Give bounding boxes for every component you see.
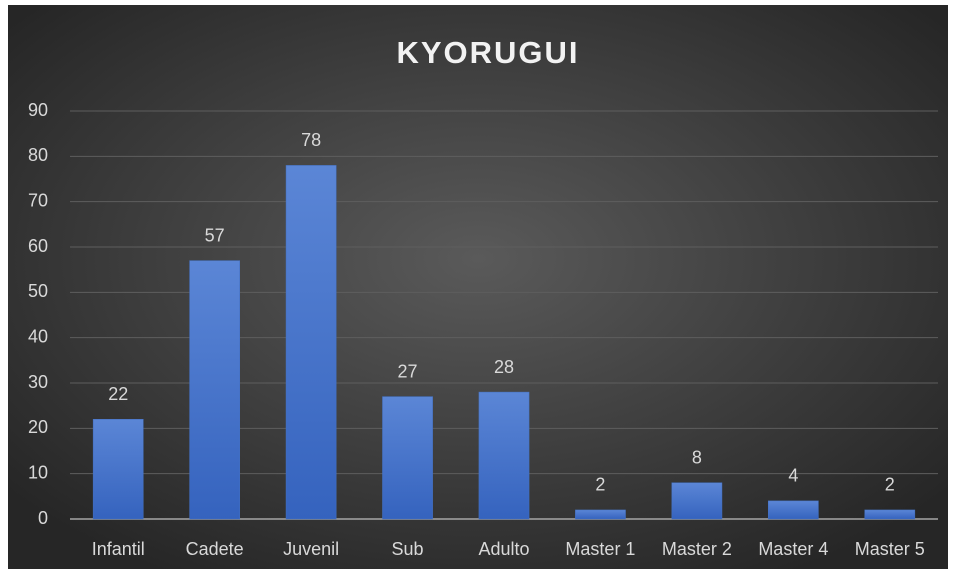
data-label: 27 [398,361,418,381]
x-tick-label: Infantil [92,539,145,559]
data-label: 22 [108,384,128,404]
chart-title: KYORUGUI [396,35,579,70]
x-tick-label: Master 4 [758,539,828,559]
data-label: 57 [205,225,225,245]
bar [671,482,723,520]
bar [864,509,916,520]
x-tick-label: Master 1 [565,539,635,559]
y-tick-label: 50 [28,281,48,301]
bar [768,500,819,520]
data-label: 8 [692,447,702,467]
y-tick-label: 80 [28,145,48,165]
x-tick-label: Juvenil [283,539,339,559]
chart-background [8,5,948,569]
y-tick-label: 70 [28,190,48,210]
data-label: 28 [494,357,514,377]
y-tick-label: 10 [28,462,48,482]
data-label: 4 [788,466,798,486]
x-tick-label: Master 5 [855,539,925,559]
x-tick-label: Sub [392,539,424,559]
y-tick-label: 0 [38,508,48,528]
data-label: 2 [885,475,895,495]
x-tick-label: Master 2 [662,539,732,559]
bar [382,396,433,520]
y-tick-label: 20 [28,417,48,437]
bar [285,165,337,520]
y-tick-label: 60 [28,236,48,256]
bar [575,509,626,520]
x-tick-label: Cadete [186,539,244,559]
bar [189,260,240,520]
data-label: 2 [595,475,605,495]
y-tick-label: 90 [28,100,48,120]
bar [478,391,530,520]
x-tick-label: Adulto [478,539,529,559]
data-label: 78 [301,130,321,150]
y-tick-label: 40 [28,326,48,346]
y-tick-label: 30 [28,372,48,392]
bar [92,419,144,520]
